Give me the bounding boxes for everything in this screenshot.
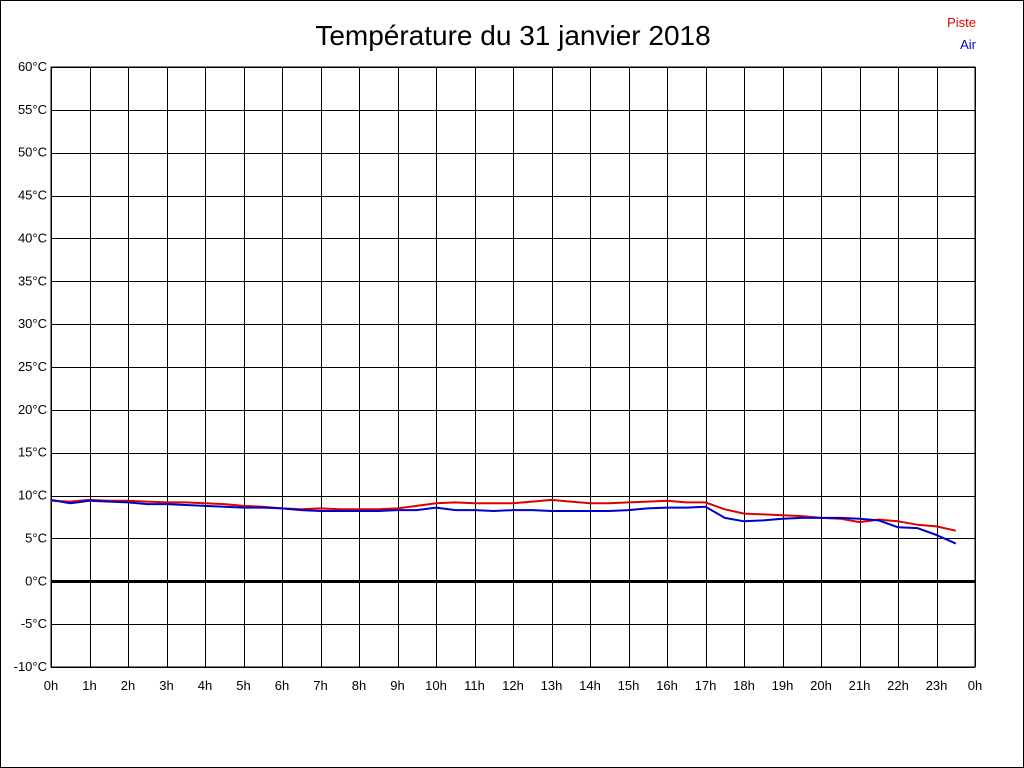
x-tick-label: 21h xyxy=(849,678,871,693)
x-tick-label: 4h xyxy=(198,678,212,693)
x-tick-label: 3h xyxy=(159,678,173,693)
x-tick-label: 8h xyxy=(352,678,366,693)
x-tick-label: 11h xyxy=(464,678,485,693)
x-tick-label: 0h xyxy=(44,678,58,693)
x-tick-label: 6h xyxy=(275,678,289,693)
x-tick-label: 5h xyxy=(236,678,250,693)
x-tick-label: 18h xyxy=(733,678,755,693)
x-tick-label: 19h xyxy=(772,678,794,693)
y-tick-label: 60°C xyxy=(18,59,47,74)
y-tick-label: 25°C xyxy=(18,359,47,374)
grid xyxy=(50,66,976,668)
y-tick-label: 15°C xyxy=(18,445,47,460)
y-tick-label: -10°C xyxy=(14,659,47,674)
legend-entry-piste: Piste xyxy=(947,15,976,30)
y-tick-label: 35°C xyxy=(18,273,47,288)
x-tick-label: 9h xyxy=(390,678,404,693)
x-tick-label: 12h xyxy=(502,678,524,693)
legend: Piste Air xyxy=(947,15,977,52)
y-tick-label: -5°C xyxy=(21,616,47,631)
x-tick-label: 23h xyxy=(926,678,948,693)
x-tick-label: 0h xyxy=(968,678,982,693)
y-tick-label: 55°C xyxy=(18,102,47,117)
x-axis-ticks: 0h 1h 2h 3h 4h 5h 6h 7h 8h 9h 10h 11h 12h 13h 14h 15h 16… xyxy=(44,678,982,693)
x-tick-label: 1h xyxy=(82,678,96,693)
y-tick-label: 50°C xyxy=(18,145,47,160)
x-tick-label: 10h xyxy=(425,678,447,693)
y-tick-label: 20°C xyxy=(18,402,47,417)
x-tick-label: 22h xyxy=(887,678,909,693)
y-tick-label: 10°C xyxy=(18,488,47,503)
x-tick-label: 13h xyxy=(541,678,563,693)
legend-entry-air: Air xyxy=(960,37,977,52)
y-tick-label: 30°C xyxy=(18,316,47,331)
chart-title: Température du 31 janvier 2018 xyxy=(315,20,710,51)
y-axis-ticks: 60°C 55°C 50°C 45°C 40°C 35°C 30°C 25°C 20°C 15°C… xyxy=(14,59,47,674)
y-tick-label: 0°C xyxy=(25,573,47,588)
y-tick-label: 45°C xyxy=(18,188,47,203)
x-tick-label: 14h xyxy=(579,678,601,693)
series-lines xyxy=(50,498,957,545)
y-tick-label: 40°C xyxy=(18,230,47,245)
x-tick-label: 7h xyxy=(313,678,327,693)
x-tick-label: 2h xyxy=(121,678,135,693)
y-tick-label: 5°C xyxy=(25,530,47,545)
x-tick-label: 20h xyxy=(810,678,832,693)
series-line-air xyxy=(50,498,957,545)
x-tick-label: 16h xyxy=(656,678,678,693)
x-tick-label: 15h xyxy=(618,678,640,693)
series-line-piste xyxy=(50,498,957,532)
x-tick-label: 17h xyxy=(695,678,717,693)
